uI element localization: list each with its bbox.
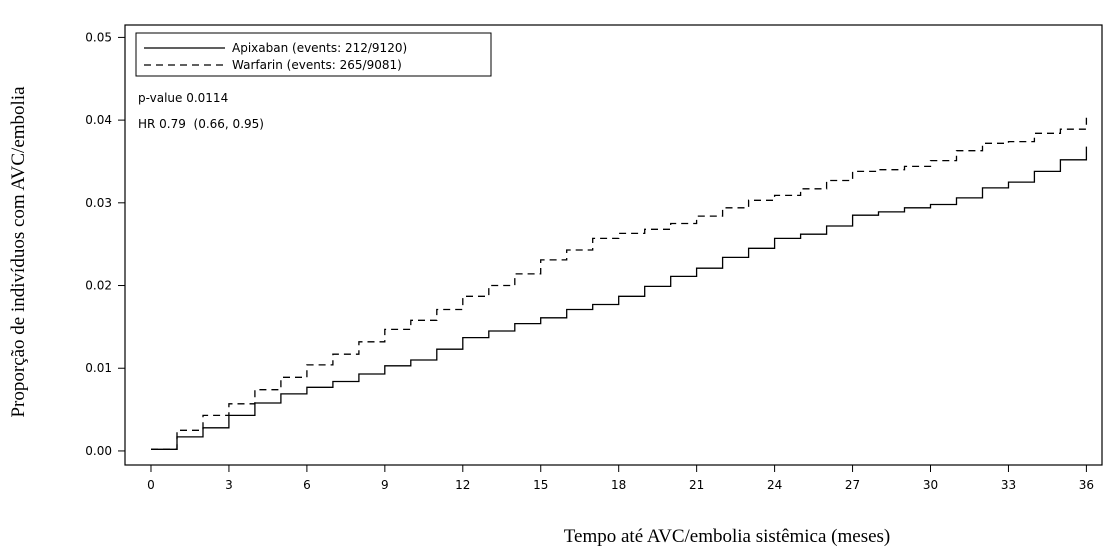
x-tick-label-11: 33 bbox=[1001, 478, 1016, 492]
x-axis-title: Tempo até AVC/embolia sistêmica (meses) bbox=[564, 526, 891, 547]
y-axis: 0.00 0.01 0.02 0.03 0.04 0.05 bbox=[85, 30, 125, 458]
annotation-pvalue: p-value 0.0114 bbox=[138, 91, 228, 105]
x-tick-label-12: 36 bbox=[1079, 478, 1094, 492]
series-line-apixaban bbox=[151, 146, 1088, 450]
y-tick-label-0: 0.00 bbox=[85, 444, 112, 458]
x-tick-label-3: 9 bbox=[381, 478, 389, 492]
x-tick-label-10: 30 bbox=[923, 478, 938, 492]
y-tick-label-5: 0.05 bbox=[85, 30, 112, 44]
y-tick-label-3: 0.03 bbox=[85, 196, 112, 210]
x-tick-label-8: 24 bbox=[767, 478, 782, 492]
x-tick-label-0: 0 bbox=[147, 478, 155, 492]
y-tick-label-4: 0.04 bbox=[85, 113, 112, 127]
x-tick-label-5: 15 bbox=[533, 478, 548, 492]
x-tick-label-1: 3 bbox=[225, 478, 233, 492]
x-tick-label-7: 21 bbox=[689, 478, 704, 492]
x-tick-label-6: 18 bbox=[611, 478, 626, 492]
y-tick-label-2: 0.02 bbox=[85, 279, 112, 293]
plot-frame bbox=[124, 24, 1103, 466]
series-line-warfarin bbox=[151, 117, 1088, 450]
y-axis-title: Proporção de indivíduos com AVC/embolia bbox=[8, 86, 29, 418]
legend: Apixaban (events: 212/9120) Warfarin (ev… bbox=[135, 32, 492, 77]
y-tick-label-1: 0.01 bbox=[85, 361, 112, 375]
x-tick-label-4: 12 bbox=[455, 478, 470, 492]
legend-box bbox=[135, 32, 492, 77]
legend-label-warfarin: Warfarin (events: 265/9081) bbox=[232, 58, 402, 72]
legend-label-apixaban: Apixaban (events: 212/9120) bbox=[232, 41, 407, 55]
series-layer bbox=[151, 117, 1088, 450]
annotation-hr: HR 0.79 (0.66, 0.95) bbox=[138, 117, 264, 131]
x-tick-label-2: 6 bbox=[303, 478, 311, 492]
x-axis: 0 3 6 9 12 15 18 21 24 27 30 33 36 bbox=[147, 465, 1094, 492]
x-tick-label-9: 27 bbox=[845, 478, 860, 492]
